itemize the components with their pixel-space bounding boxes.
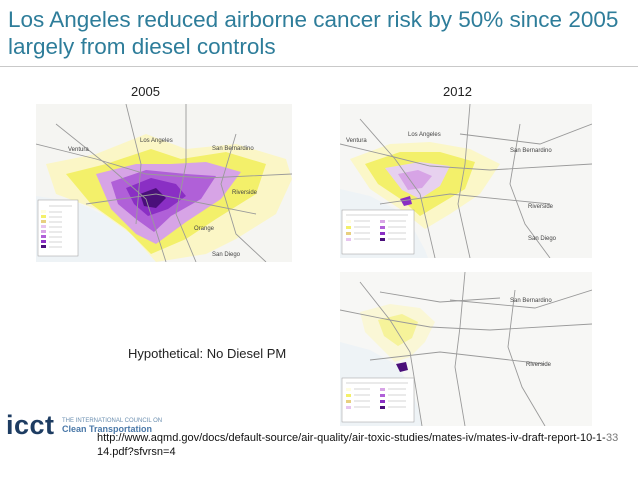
place-label: Ventura: [68, 147, 89, 153]
label-2005: 2005: [131, 84, 160, 99]
place-label: Los Angeles: [140, 138, 173, 144]
map-2012: Ventura Los Angeles San Bernardino River…: [340, 104, 592, 258]
icct-logo: icct: [6, 410, 55, 440]
place-label: San Bernardino: [510, 298, 552, 304]
place-label: San Diego: [212, 252, 241, 258]
page-number: 33: [606, 432, 619, 444]
caption-hypothetical: Hypothetical: No Diesel PM: [128, 346, 287, 361]
place-label: Riverside: [526, 362, 552, 368]
place-label: San Bernardino: [212, 146, 254, 152]
logo-line-2: Clean Transportation: [62, 424, 153, 434]
place-label: Riverside: [232, 190, 258, 196]
place-label: Ventura: [346, 138, 367, 144]
icct-logo-subtitle: THE INTERNATIONAL COUNCIL ON Clean Trans…: [62, 417, 163, 434]
place-label: San Bernardino: [510, 148, 552, 154]
slide-title: Los Angeles reduced airborne cancer risk…: [8, 7, 619, 59]
map-2005: Ventura Los Angeles San Bernardino River…: [36, 104, 292, 262]
place-label: Riverside: [528, 204, 554, 210]
title-divider: [0, 66, 638, 67]
place-label: Los Angeles: [408, 132, 441, 138]
label-2012: 2012: [443, 84, 472, 99]
map-no-diesel: San Bernardino Riverside: [340, 272, 592, 426]
place-label: San Diego: [528, 236, 557, 242]
source-link[interactable]: http://www.aqmd.gov/docs/default-source/…: [97, 432, 606, 458]
logo-line-1: THE INTERNATIONAL COUNCIL ON: [62, 418, 163, 424]
place-label: Orange: [194, 226, 215, 232]
